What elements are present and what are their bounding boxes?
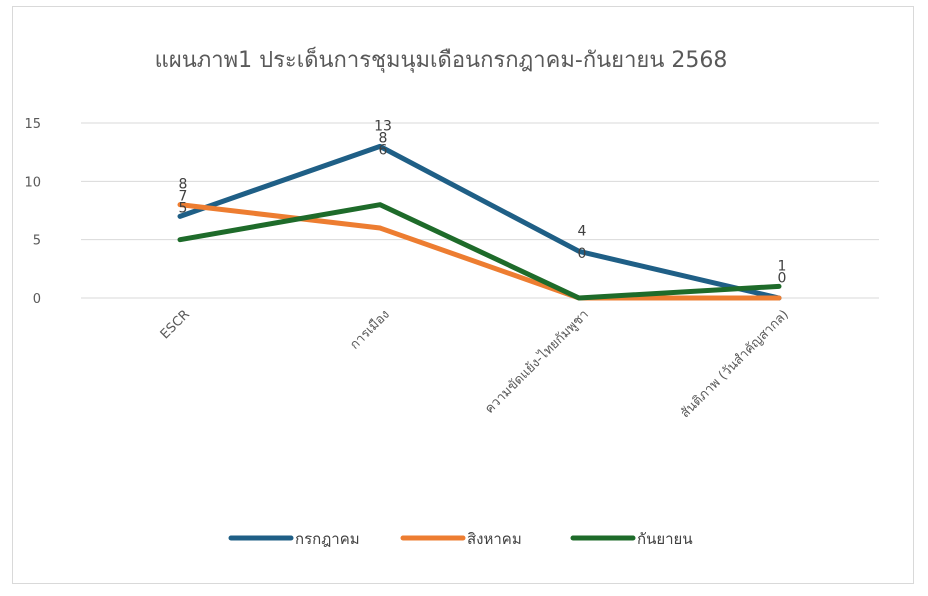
legend: กรกฎาคม สิงหาคม กันยายน <box>228 530 693 548</box>
y-tick-label: 10 <box>24 175 41 190</box>
series-line-2 <box>177 202 782 301</box>
x-axis-categories: ESCR การเมือง ความขัดแย้ง-ไทยกัมพูชา สันติภ… <box>158 307 792 422</box>
data-label: 4 <box>578 223 587 239</box>
series-lines <box>177 143 782 301</box>
data-label: 13 <box>374 118 392 134</box>
y-tick-label: 15 <box>24 117 41 132</box>
legend-label: กรกฎาคม <box>295 530 360 548</box>
data-label: 0 <box>778 270 787 286</box>
data-label: 8 <box>179 177 188 193</box>
line-chart: แผนภาพ1 ประเด็นการชุมนุมเดือนกรกฎาคม-กัน… <box>24 45 879 548</box>
data-label: 8 <box>379 130 388 146</box>
data-label: 7 <box>179 189 188 205</box>
data-label: 1 <box>778 258 787 274</box>
legend-label: กันยายน <box>637 530 693 548</box>
data-label: 0 <box>578 246 587 262</box>
x-category-label: ESCR <box>158 307 193 342</box>
chart-frame: แผนภาพ1 ประเด็นการชุมนุมเดือนกรกฎาคม-กัน… <box>12 6 914 584</box>
data-label: 6 <box>379 142 388 158</box>
series-line-1 <box>177 202 782 301</box>
series-line-0 <box>177 143 782 301</box>
x-category-label: สันติภาพ (วันสำคัญสากล) <box>678 307 792 421</box>
x-category-label: การเมือง <box>347 307 393 353</box>
y-tick-label: 5 <box>33 234 41 249</box>
chart-title: แผนภาพ1 ประเด็นการชุมนุมเดือนกรกฎาคม-กัน… <box>155 45 728 73</box>
y-axis-ticks: 0 5 10 15 <box>24 117 41 307</box>
y-tick-label: 0 <box>33 292 41 307</box>
legend-label: สิงหาคม <box>467 530 522 548</box>
data-label: 5 <box>179 201 188 217</box>
x-category-label: ความขัดแย้ง-ไทยกัมพูชา <box>481 307 591 417</box>
